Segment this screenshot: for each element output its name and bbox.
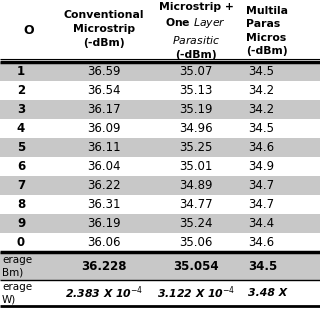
Text: erage
Bm): erage Bm) (2, 255, 32, 277)
Text: 34.6: 34.6 (248, 141, 274, 154)
Text: 3.48 X: 3.48 X (248, 288, 287, 298)
Text: 35.13: 35.13 (179, 84, 213, 97)
Text: 36.04: 36.04 (87, 160, 121, 173)
Bar (0, 252, 320, 280)
Bar (0, 176, 320, 195)
Bar (0, 214, 320, 233)
Text: Multila
Paras
Micros
(-dBm): Multila Paras Micros (-dBm) (246, 6, 288, 56)
Text: erage
W): erage W) (2, 282, 32, 304)
Text: 36.19: 36.19 (87, 217, 121, 230)
Text: 34.4: 34.4 (248, 217, 274, 230)
Text: 2: 2 (17, 84, 25, 97)
Text: 36.59: 36.59 (87, 65, 121, 78)
Text: 35.07: 35.07 (179, 65, 213, 78)
Bar (0, 100, 320, 119)
Text: 6: 6 (17, 160, 25, 173)
Text: 9: 9 (17, 217, 25, 230)
Text: 35.01: 35.01 (179, 160, 213, 173)
Text: 34.7: 34.7 (248, 198, 274, 211)
Text: 36.228: 36.228 (81, 260, 127, 273)
Text: 0: 0 (17, 236, 25, 249)
Bar (0, 138, 320, 157)
Text: 34.77: 34.77 (179, 198, 213, 211)
Text: 36.11: 36.11 (87, 141, 121, 154)
Text: 34.96: 34.96 (179, 122, 213, 135)
Text: 34.89: 34.89 (179, 179, 213, 192)
Text: 5: 5 (17, 141, 25, 154)
Text: 34.2: 34.2 (248, 84, 274, 97)
Text: 35.19: 35.19 (179, 103, 213, 116)
Text: 3: 3 (17, 103, 25, 116)
Text: 34.5: 34.5 (248, 65, 274, 78)
Bar (0, 81, 320, 100)
Text: 35.25: 35.25 (179, 141, 213, 154)
Text: 35.24: 35.24 (179, 217, 213, 230)
Text: 3.122 X 10$^{-4}$: 3.122 X 10$^{-4}$ (157, 285, 235, 301)
Text: Microstrip +
One $\it{Layer}$
$\it{Parasitic}$
(-dBm): Microstrip + One $\it{Layer}$ $\it{Paras… (159, 2, 233, 60)
Text: 8: 8 (17, 198, 25, 211)
Bar (0, 280, 320, 306)
Text: 34.9: 34.9 (248, 160, 274, 173)
Text: 7: 7 (17, 179, 25, 192)
Text: 36.09: 36.09 (87, 122, 121, 135)
Text: 1: 1 (17, 65, 25, 78)
Bar (0, 195, 320, 214)
Text: 34.5: 34.5 (248, 122, 274, 135)
Text: 34.5: 34.5 (248, 260, 277, 273)
Bar (0, 0, 320, 62)
Text: 36.22: 36.22 (87, 179, 121, 192)
Text: O: O (24, 25, 34, 37)
Text: 4: 4 (17, 122, 25, 135)
Text: 34.6: 34.6 (248, 236, 274, 249)
Text: 36.31: 36.31 (87, 198, 121, 211)
Text: Conventional
Microstrip
(-dBm): Conventional Microstrip (-dBm) (64, 10, 144, 48)
Text: 34.2: 34.2 (248, 103, 274, 116)
Bar (0, 157, 320, 176)
Text: 36.17: 36.17 (87, 103, 121, 116)
Text: 35.054: 35.054 (173, 260, 219, 273)
Text: 34.7: 34.7 (248, 179, 274, 192)
Bar (0, 62, 320, 81)
Text: 36.54: 36.54 (87, 84, 121, 97)
Text: 35.06: 35.06 (179, 236, 213, 249)
Bar (0, 119, 320, 138)
Text: 36.06: 36.06 (87, 236, 121, 249)
Bar (0, 233, 320, 252)
Text: 2.383 X 10$^{-4}$: 2.383 X 10$^{-4}$ (65, 285, 143, 301)
